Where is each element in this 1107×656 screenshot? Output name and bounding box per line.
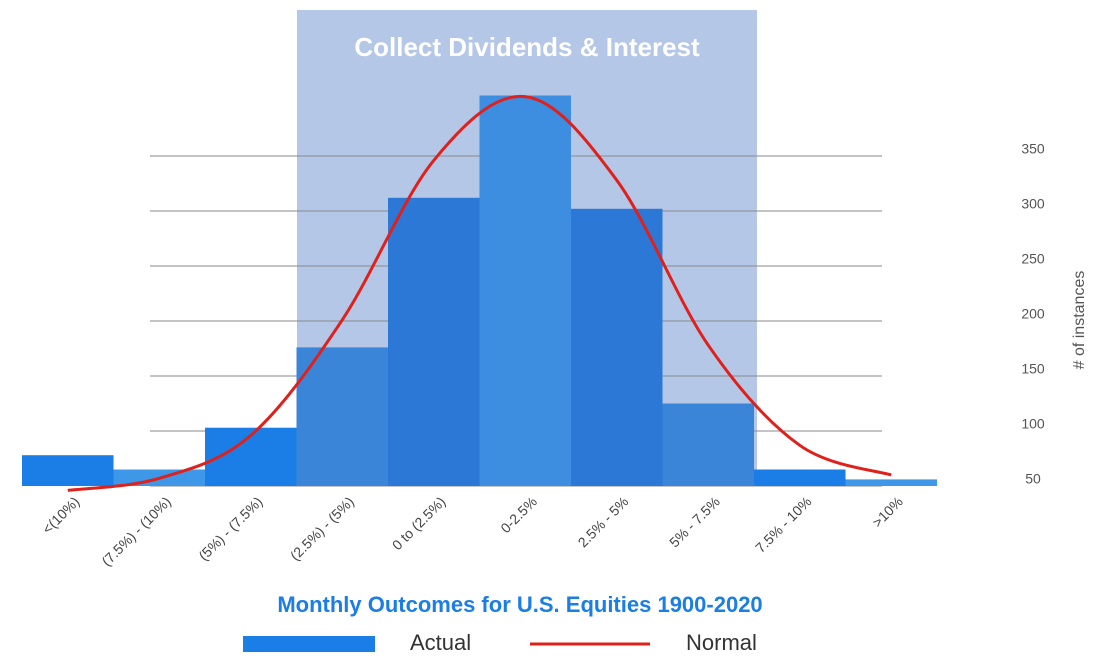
x-tick-label: (7.5%) - (10%) [98, 493, 174, 569]
y-tick-label: 200 [1021, 306, 1045, 322]
legend-label: Normal [686, 630, 757, 655]
y-tick-label: 50 [1025, 471, 1041, 487]
x-tick-label: 0 to (2.5%) [389, 493, 449, 553]
bar [662, 403, 754, 486]
x-tick-label: <(10%) [39, 493, 83, 537]
x-tick-label: 7.5% - 10% [752, 493, 814, 555]
bar [754, 469, 846, 486]
x-tick-label: (5%) - (7.5%) [195, 493, 265, 563]
y-tick-label: 100 [1021, 416, 1045, 432]
bar [845, 479, 937, 486]
normal-curve [67, 94, 892, 492]
y-tick-label: 150 [1021, 361, 1045, 377]
x-tick-label: >10% [869, 493, 906, 530]
bar [388, 197, 480, 487]
legend-label: Actual [410, 630, 471, 655]
y-tick-label: 250 [1021, 251, 1045, 267]
annotation: Collect Dividends & Interest [354, 32, 700, 62]
bar [296, 347, 388, 486]
x-tick-label: 0-2.5% [497, 493, 540, 536]
y-tick-label: 300 [1021, 196, 1045, 212]
y-axis-label: # of instances [1071, 271, 1088, 370]
x-tick-label: 2.5% - 5% [575, 493, 632, 550]
bar [571, 208, 663, 487]
y-tick-label: 350 [1021, 141, 1045, 157]
chart-title: Monthly Outcomes for U.S. Equities 1900-… [277, 592, 762, 617]
bar [479, 95, 571, 486]
bar [22, 455, 114, 486]
legend-swatch [243, 636, 375, 652]
x-tick-label: (2.5%) - (5%) [287, 493, 357, 563]
x-tick-label: 5% - 7.5% [666, 493, 723, 550]
